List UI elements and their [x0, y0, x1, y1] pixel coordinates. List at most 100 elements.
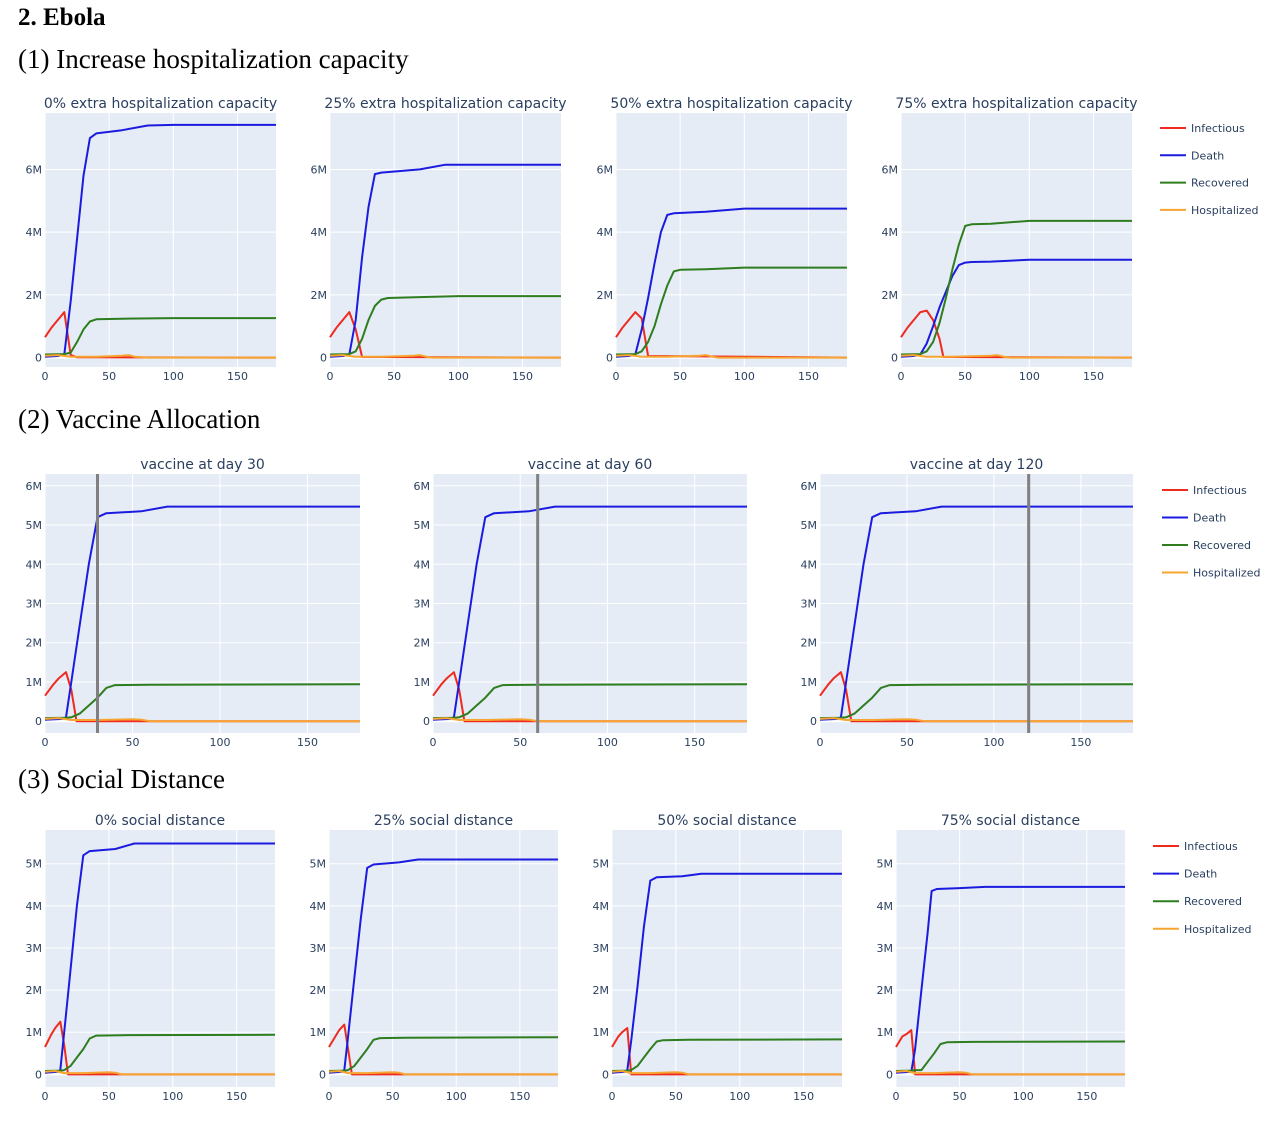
y-tick-label: 6M	[414, 480, 431, 493]
y-tick-label: 4M	[801, 558, 818, 571]
chart-vaccine-6: 0 50 100 150 0 1M 2M 3M 4M 5M 6M vaccine at day 120	[801, 457, 1134, 749]
y-tick-label: 3M	[26, 942, 43, 955]
series-line-infectious	[44, 1020, 275, 1076]
y-tick-label: 4M	[877, 900, 894, 913]
x-tick-label: 0	[817, 736, 824, 749]
chart-title: 75% social distance	[941, 813, 1080, 829]
y-tick-label: 6M	[26, 163, 43, 176]
series-line-infectious	[895, 1029, 1125, 1076]
plot-area	[45, 113, 276, 367]
y-tick-label: 5M	[801, 519, 818, 532]
legend-0: Infectious Death Recovered Hospitalized	[1160, 122, 1258, 217]
legend-label-recovered: Recovered	[1193, 539, 1251, 552]
x-tick-label: 50	[102, 1090, 116, 1103]
y-tick-label: 0	[891, 352, 898, 365]
series-line-recovered	[432, 683, 748, 720]
y-tick-label: 2M	[310, 984, 327, 997]
series-line-recovered	[900, 219, 1132, 356]
y-tick-label: 5M	[877, 858, 894, 871]
y-tick-label: 4M	[414, 558, 431, 571]
series-line-recovered	[44, 1033, 276, 1072]
series-line-infectious	[819, 671, 1133, 723]
y-tick-label: 0	[423, 715, 430, 728]
chart-social-8: 0 50 100 150 0 1M 2M 3M 4M 5M 25% social distance	[310, 813, 559, 1103]
y-tick-label: 0	[35, 1068, 42, 1081]
y-tick-label: 0	[602, 1068, 609, 1081]
y-tick-label: 5M	[414, 519, 431, 532]
x-tick-label: 0	[42, 736, 49, 749]
x-tick-label: 150	[798, 370, 819, 383]
series-line-recovered	[44, 683, 361, 720]
y-tick-label: 3M	[414, 598, 431, 611]
y-tick-label: 3M	[310, 942, 327, 955]
legend-label-recovered: Recovered	[1184, 895, 1242, 908]
x-tick-label: 150	[684, 736, 705, 749]
legend-label-hospitalized: Hospitalized	[1184, 923, 1251, 936]
y-tick-label: 5M	[26, 858, 43, 871]
y-tick-label: 0	[320, 352, 327, 365]
chart-title: 50% social distance	[657, 813, 796, 829]
x-tick-label: 100	[448, 370, 469, 383]
x-tick-label: 0	[609, 1090, 616, 1103]
plot-area	[896, 830, 1125, 1087]
x-tick-label: 150	[1083, 370, 1104, 383]
x-tick-label: 150	[1076, 1090, 1097, 1103]
chart-hospitalization-3: 0 50 100 150 0 2M 4M 6M 75% extra hospitalizatio…	[882, 96, 1138, 383]
x-tick-label: 50	[673, 370, 687, 383]
chart-title: 0% social distance	[95, 813, 225, 829]
x-tick-label: 100	[162, 1090, 183, 1103]
series-line-hospitalized	[611, 1070, 842, 1076]
legend-1: Infectious Death Recovered Hospitalized	[1162, 484, 1260, 580]
y-tick-label: 2M	[26, 637, 43, 650]
series-line-hospitalized	[900, 354, 1132, 359]
y-tick-label: 5M	[26, 519, 43, 532]
x-tick-label: 100	[210, 736, 231, 749]
y-tick-label: 1M	[414, 676, 431, 689]
x-tick-label: 0	[327, 370, 334, 383]
legend-label-recovered: Recovered	[1191, 177, 1249, 190]
series-line-recovered	[895, 1040, 1126, 1072]
x-tick-label: 50	[386, 1090, 400, 1103]
chart-title: vaccine at day 120	[910, 457, 1044, 473]
legend-label-death: Death	[1193, 512, 1226, 525]
x-tick-label: 150	[512, 370, 533, 383]
y-tick-label: 4M	[310, 900, 327, 913]
y-tick-label: 0	[319, 1068, 326, 1081]
plot-area	[329, 830, 558, 1087]
y-tick-label: 4M	[26, 900, 43, 913]
x-tick-label: 50	[900, 736, 914, 749]
section-title-social-distance: (3) Social Distance	[18, 764, 225, 794]
legend-label-infectious: Infectious	[1193, 484, 1247, 497]
legend-label-infectious: Infectious	[1191, 122, 1245, 135]
chart-social-10: 0 50 100 150 0 1M 2M 3M 4M 5M 75% social distance	[877, 813, 1126, 1103]
y-tick-label: 1M	[801, 676, 818, 689]
y-tick-label: 6M	[882, 163, 899, 176]
legend-label-infectious: Infectious	[1184, 840, 1238, 853]
y-tick-label: 4M	[311, 226, 328, 239]
x-tick-label: 150	[793, 1090, 814, 1103]
y-tick-label: 0	[35, 715, 42, 728]
y-tick-label: 2M	[26, 289, 43, 302]
plot-area	[612, 830, 842, 1087]
y-tick-label: 5M	[310, 858, 327, 871]
y-tick-label: 1M	[310, 1026, 327, 1039]
x-tick-label: 50	[669, 1090, 683, 1103]
series-line-infectious	[328, 1023, 558, 1076]
y-tick-label: 2M	[597, 289, 614, 302]
y-tick-label: 3M	[877, 942, 894, 955]
y-tick-label: 1M	[26, 676, 43, 689]
series-line-recovered	[44, 317, 276, 356]
y-tick-label: 3M	[801, 598, 818, 611]
y-tick-label: 2M	[801, 637, 818, 650]
series-line-hospitalized	[44, 717, 360, 723]
x-tick-label: 0	[893, 1090, 900, 1103]
y-tick-label: 3M	[593, 942, 610, 955]
series-line-recovered	[611, 1038, 843, 1072]
x-tick-label: 100	[729, 1090, 750, 1103]
x-tick-label: 0	[898, 370, 905, 383]
y-tick-label: 2M	[877, 984, 894, 997]
y-tick-label: 0	[35, 352, 42, 365]
y-tick-label: 4M	[26, 226, 43, 239]
y-tick-label: 6M	[26, 480, 43, 493]
